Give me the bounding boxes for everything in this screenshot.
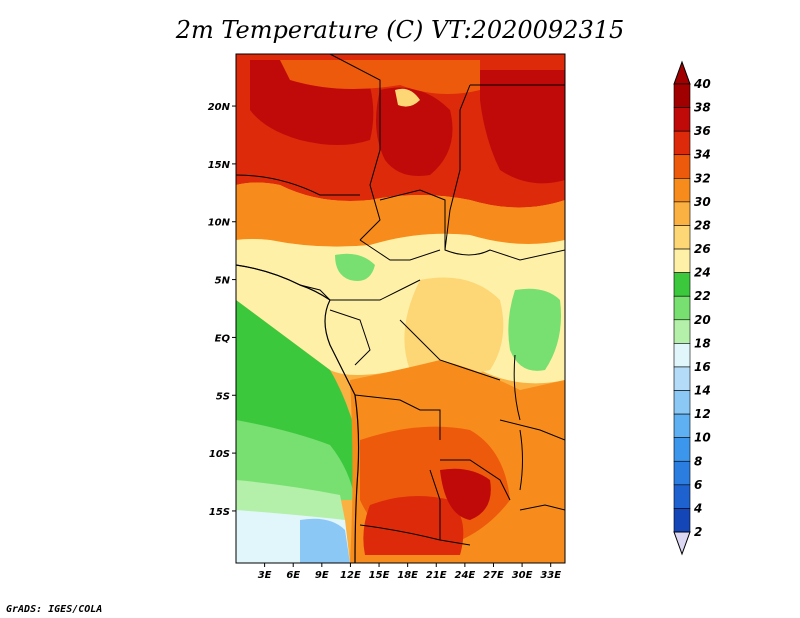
colorbar-swatch bbox=[673, 225, 691, 250]
lon-tick-label: 33E bbox=[540, 570, 561, 581]
latitude-axis: 20N 15N 10N 5N EQ 5S 10S 15S bbox=[208, 102, 236, 518]
colorbar-swatch bbox=[673, 508, 691, 533]
colorbar-label: 32 bbox=[694, 171, 711, 185]
colorbar-swatch bbox=[673, 319, 691, 344]
very-hot-core-east bbox=[480, 70, 565, 184]
colorbar-swatch bbox=[673, 390, 691, 415]
colorbar-label: 34 bbox=[694, 148, 711, 162]
southern-very-hot-core bbox=[363, 496, 464, 555]
colorbar-label: 14 bbox=[694, 384, 711, 398]
colorbar-swatch bbox=[673, 437, 691, 462]
lake-outline bbox=[519, 429, 523, 491]
colorbar-swatch bbox=[673, 178, 691, 203]
orange-strip-north bbox=[280, 60, 480, 94]
colorbar-label: 6 bbox=[694, 478, 702, 492]
lat-tick-label: 5N bbox=[215, 276, 231, 287]
southern-hot-east bbox=[440, 468, 491, 520]
colorbar-label: 8 bbox=[694, 454, 702, 468]
lon-tick-label: 15E bbox=[369, 570, 390, 581]
colorbar-label: 10 bbox=[694, 431, 711, 445]
colorbar-over-triangle bbox=[673, 60, 691, 85]
lon-tick-label: 30E bbox=[512, 570, 533, 581]
cameroon-highlands bbox=[335, 253, 375, 281]
colorbar-label: 12 bbox=[694, 407, 711, 421]
warm-transition-band bbox=[236, 182, 565, 247]
longitude-axis: 3E 6E 9E 12E 15E 18E 21E 24E 27E 30E 33E bbox=[258, 563, 561, 581]
colorbar-label: 28 bbox=[694, 218, 711, 232]
cold-coastal-patch bbox=[300, 518, 350, 563]
lon-tick-label: 12E bbox=[340, 570, 361, 581]
lat-tick-label: EQ bbox=[215, 333, 231, 344]
colorbar-swatch bbox=[673, 484, 691, 509]
cooler-ocean-sw bbox=[236, 420, 355, 500]
colorbar-label: 2 bbox=[694, 525, 702, 539]
colorbar-label: 18 bbox=[694, 336, 711, 350]
colorbar-under-triangle bbox=[673, 531, 691, 556]
colorbar-label: 26 bbox=[694, 242, 711, 256]
lat-tick-label: 5S bbox=[216, 391, 230, 402]
lon-tick-label: 27E bbox=[483, 570, 504, 581]
lake-outline bbox=[513, 354, 521, 421]
colorbar-swatch bbox=[673, 460, 691, 486]
lon-tick-label: 24E bbox=[454, 570, 475, 581]
east-african-highlands bbox=[508, 288, 561, 371]
colorbar-label: 38 bbox=[694, 101, 711, 115]
colorbar-swatch bbox=[673, 248, 691, 273]
lat-tick-label: 20N bbox=[208, 102, 231, 113]
colorbar-swatch bbox=[673, 366, 691, 391]
colorbar-swatch bbox=[673, 154, 691, 179]
colorbar-label: 30 bbox=[694, 195, 711, 209]
colorbar-swatch bbox=[673, 343, 691, 368]
map-title: 2m Temperature (C) VT:2020092315 bbox=[175, 16, 625, 44]
colorbar-swatch bbox=[673, 272, 691, 297]
temperature-field bbox=[236, 54, 565, 563]
colorbar-swatch bbox=[673, 130, 691, 156]
colorbar-swatch bbox=[673, 201, 691, 226]
lon-tick-label: 21E bbox=[426, 570, 447, 581]
lon-tick-label: 9E bbox=[315, 570, 329, 581]
colorbar-label: 16 bbox=[694, 360, 711, 374]
warm-congo-basin bbox=[404, 277, 504, 375]
colorbar-label: 22 bbox=[694, 289, 711, 303]
lon-tick-label: 3E bbox=[258, 570, 272, 581]
lat-tick-label: 10S bbox=[209, 449, 230, 460]
lon-tick-label: 18E bbox=[397, 570, 418, 581]
lat-tick-label: 15N bbox=[208, 160, 231, 171]
map-frame bbox=[235, 53, 566, 564]
colorbar-label: 20 bbox=[694, 313, 711, 327]
colorbar-label: 24 bbox=[694, 266, 711, 280]
colorbar-label: 4 bbox=[693, 501, 702, 515]
cool-ocean-south bbox=[236, 480, 345, 520]
coastline bbox=[236, 264, 360, 563]
very-hot-core-central bbox=[376, 87, 453, 176]
colorbar-label: 36 bbox=[694, 124, 711, 138]
yellow-patch-north bbox=[395, 88, 420, 107]
colorbar-swatch bbox=[673, 107, 691, 132]
colorbar-label: 40 bbox=[693, 77, 711, 91]
lat-tick-label: 15S bbox=[209, 507, 230, 518]
lat-tick-label: 10N bbox=[208, 218, 231, 229]
lon-tick-label: 6E bbox=[286, 570, 300, 581]
colorbar-swatch bbox=[673, 295, 691, 321]
grads-credit: GrADS: IGES/COLA bbox=[6, 604, 103, 615]
colorbar-swatch bbox=[673, 83, 691, 108]
colorbar-swatch bbox=[673, 413, 691, 438]
